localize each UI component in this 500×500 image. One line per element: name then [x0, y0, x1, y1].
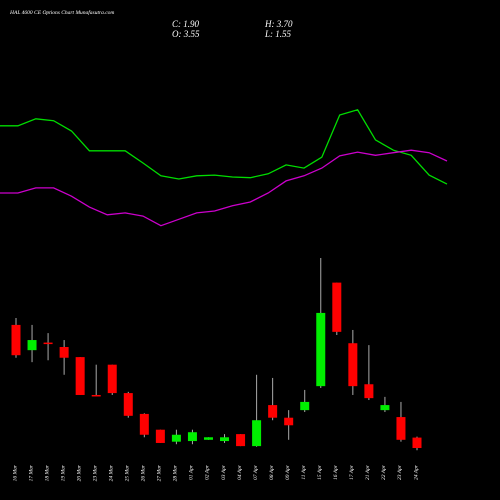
candle-body — [300, 401, 310, 411]
x-tick-label: 22 Apr — [381, 464, 387, 480]
candle-body — [203, 437, 213, 440]
candle-body — [380, 405, 390, 411]
ma-line — [0, 109, 448, 185]
candle-body — [268, 405, 278, 418]
candle-body — [412, 437, 422, 449]
candle-body — [252, 420, 262, 447]
candle-body — [187, 432, 197, 442]
candle-body — [364, 384, 374, 399]
x-tick-label: 26 Mar — [141, 464, 147, 481]
candle-body — [332, 282, 342, 332]
close-label: C: 1.90 — [172, 19, 200, 29]
x-tick-label: 23 Apr — [397, 464, 403, 480]
x-tick-label: 04 Apr — [236, 464, 243, 480]
candle-body — [171, 434, 181, 442]
candle-body — [59, 347, 69, 358]
x-tick-label: 03 Apr — [221, 464, 227, 480]
ma-line — [0, 149, 448, 227]
x-tick-label: 07 Apr — [253, 464, 259, 480]
candle-body — [220, 437, 230, 442]
candle-body — [236, 434, 246, 447]
x-tick-label: 17 Mar — [28, 464, 34, 481]
x-tick-label: 27 Mar — [157, 464, 163, 481]
x-tick-label: 24 Mar — [108, 464, 115, 481]
chart-title: HAL 4600 CE Options Chart Munafasutra.co… — [9, 9, 114, 16]
candle-body — [155, 429, 165, 443]
candle-body — [123, 393, 133, 416]
x-tick-label: 11 Apr — [301, 464, 307, 479]
candle-body — [43, 342, 53, 345]
low-label: L: 1.55 — [264, 29, 292, 39]
x-tick-label: 15 Apr — [317, 464, 323, 480]
x-tick-label: 01 Apr — [189, 464, 195, 480]
x-tick-label: 09 Apr — [285, 464, 291, 480]
x-tick-label: 19 Mar — [60, 464, 66, 481]
x-tick-label: 18 Mar — [44, 464, 50, 481]
x-tick-label: 24 Apr — [412, 464, 419, 480]
candle-body — [348, 343, 358, 387]
x-tick-label: 16 Mar — [12, 464, 18, 481]
candle-body — [11, 324, 21, 356]
candle-body — [27, 340, 37, 351]
candle-body — [107, 364, 117, 394]
x-tick-label: 25 Mar — [125, 464, 131, 481]
x-tick-label: 20 Mar — [76, 464, 82, 481]
x-tick-label: 21 Apr — [365, 464, 371, 480]
x-tick-label: 02 Apr — [205, 464, 211, 480]
candle-body — [316, 312, 326, 387]
high-label: H: 3.70 — [264, 19, 293, 29]
open-label: O: 3.55 — [172, 29, 200, 39]
candle-body — [75, 357, 85, 395]
x-tick-label: 16 Apr — [333, 464, 339, 480]
candle-body — [139, 413, 149, 435]
candle-body — [396, 417, 406, 440]
x-tick-label: 08 Apr — [269, 464, 275, 480]
candle-body — [91, 394, 101, 397]
candle-body — [284, 417, 294, 426]
x-tick-label: 23 Mar — [92, 464, 98, 481]
x-tick-label: 17 Apr — [349, 464, 355, 480]
x-tick-label: 28 Mar — [173, 464, 179, 481]
